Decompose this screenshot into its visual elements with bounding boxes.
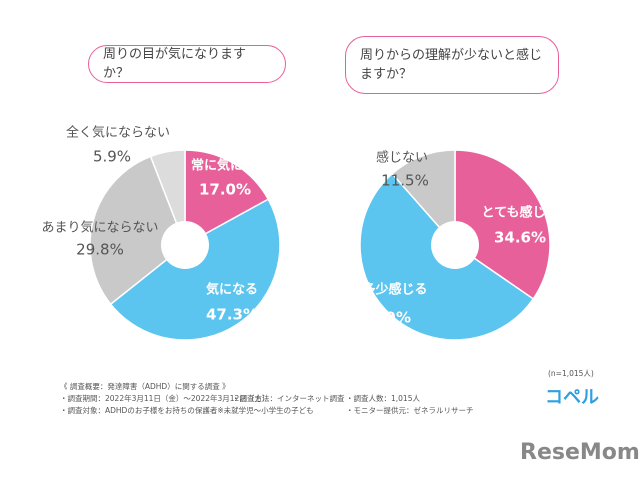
note: ・調査方法：インターネット調査 [232,394,345,403]
watermark: ReseMom [520,440,640,465]
chart-title: 周りからの理解が少ないと感じますか？ [345,36,559,94]
value-label: 5.9% [93,148,131,166]
pie-slice [109,198,281,341]
pie-slice [184,149,270,247]
donut-hole [431,221,479,269]
value-label: 34.6% [494,229,546,247]
slice-label: 感じない [376,150,428,166]
sample-size: (n=1,015人) [548,369,594,378]
note: ・調査期間：2022年3月11日（金）～2022年3月12日（土） [60,394,270,403]
value-label: 47.3% [206,306,258,324]
value-label: 17.0% [199,181,251,199]
slice-label: とても感じる [482,205,559,221]
pie-slice [391,149,456,247]
note: ・モニター提供元：ゼネラルリサーチ [346,406,474,415]
chart-title: 周りの目が気になりますか？ [88,45,286,83]
logo: コペル [545,387,599,408]
donut-hole [161,221,209,269]
pie-slice [89,155,186,306]
value-label: 11.5% [381,172,429,190]
pie-slice [454,149,551,300]
slice-label: 多少感じる [362,282,427,298]
note: ・調査対象：ADHDのお子様をお持ちの保護者※未就学児～小学生の子ども [60,406,314,415]
value-label: 53.9% [359,309,411,327]
slice-label: あまり気にならない [41,220,158,236]
slice-label: 気になる [206,282,258,298]
pie-slice [149,149,186,246]
note: ・調査人数：1,015人 [346,394,420,403]
slice-label: 全く気にならない [66,125,170,141]
value-label: 29.8% [76,241,124,259]
note: 《 調査概要：発達障害（ADHD）に関する調査 》 [60,382,230,391]
slice-label: 常に気になる [191,158,269,174]
